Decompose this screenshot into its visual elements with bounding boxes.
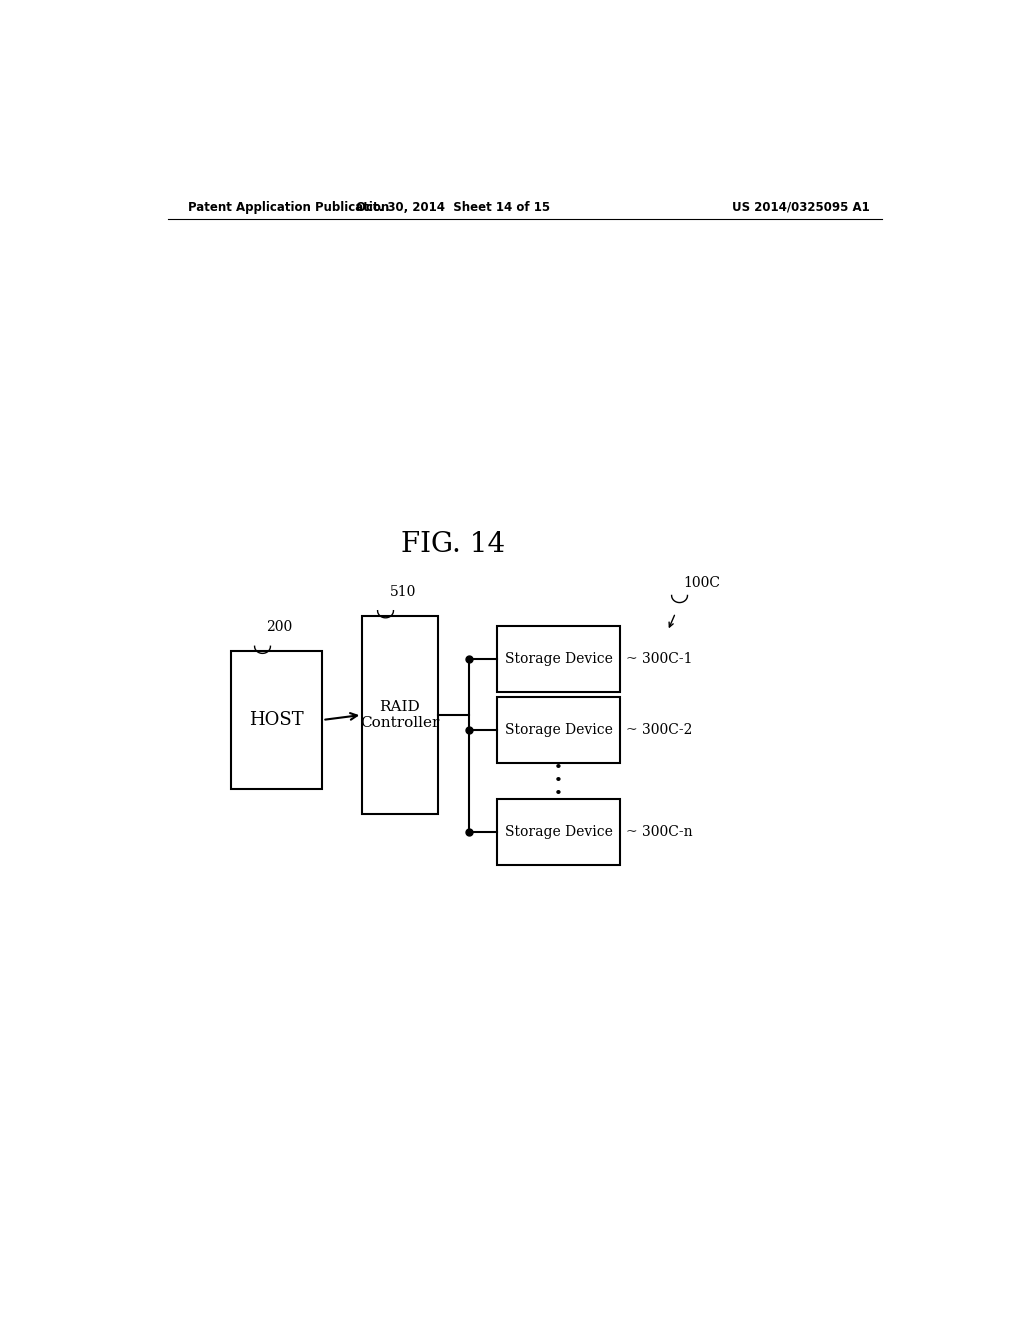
Text: ~ 300C-2: ~ 300C-2 [627,723,693,737]
Text: •
•
•: • • • [554,762,563,801]
Text: Patent Application Publication: Patent Application Publication [187,201,389,214]
Text: FIG. 14: FIG. 14 [401,531,506,558]
Text: 510: 510 [389,585,416,598]
Text: Storage Device: Storage Device [505,825,612,838]
Text: 200: 200 [266,620,293,634]
Text: ~ 300C-1: ~ 300C-1 [627,652,693,667]
Bar [497,697,621,763]
Text: HOST: HOST [250,711,304,729]
Bar [497,799,621,865]
Text: 100C: 100C [684,577,721,590]
Bar [231,651,323,788]
Bar [497,626,621,692]
Text: Storage Device: Storage Device [505,723,612,737]
Text: Storage Device: Storage Device [505,652,612,667]
Text: US 2014/0325095 A1: US 2014/0325095 A1 [732,201,870,214]
Text: RAID
Controller: RAID Controller [360,700,439,730]
Text: Oct. 30, 2014  Sheet 14 of 15: Oct. 30, 2014 Sheet 14 of 15 [356,201,551,214]
Bar [362,615,437,814]
Text: ~ 300C-n: ~ 300C-n [627,825,693,838]
